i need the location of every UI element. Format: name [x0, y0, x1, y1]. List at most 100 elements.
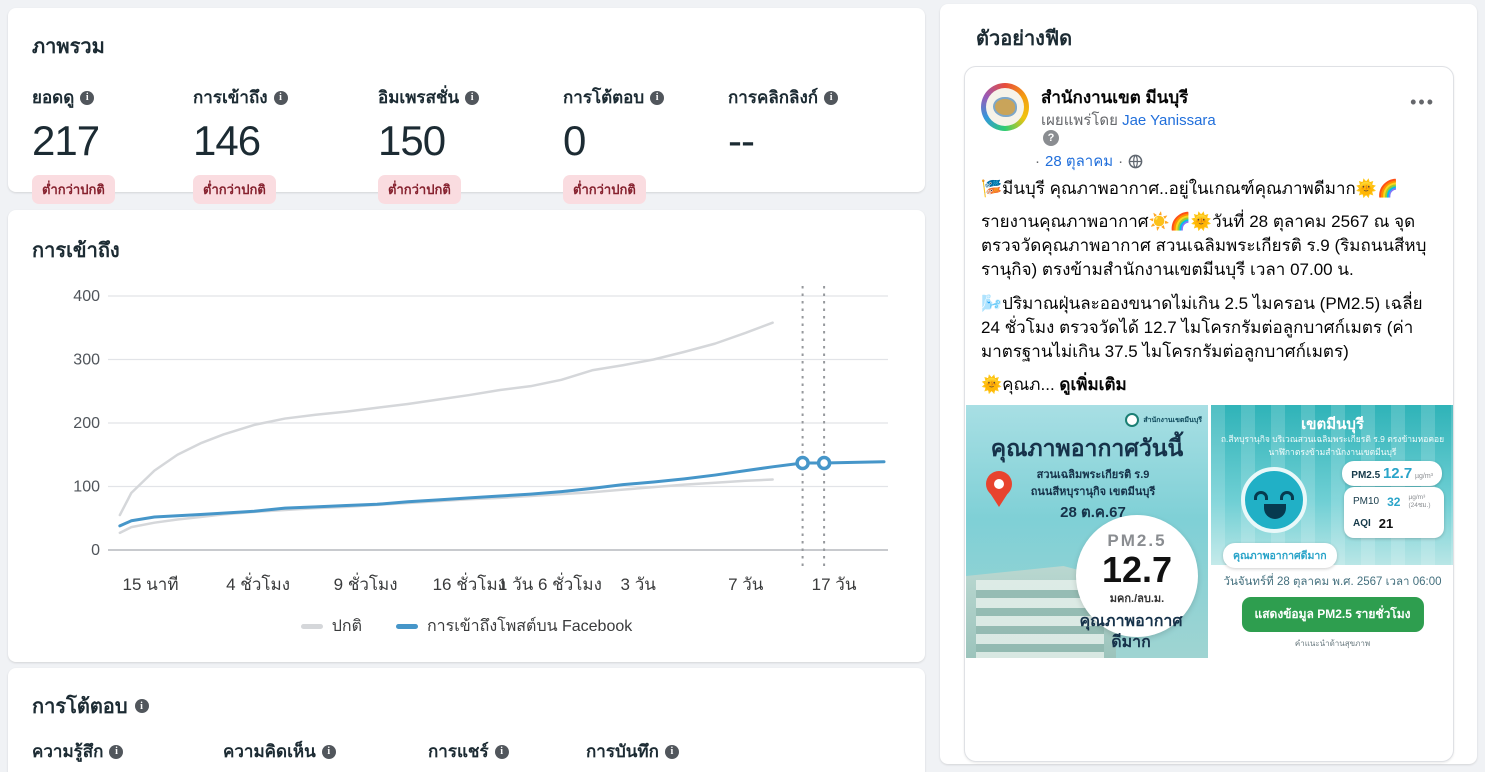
aq-quality-text: คุณภาพอากาศ ดีมาก	[1066, 612, 1196, 654]
aqi-pm10-unit: µg/m³	[1408, 494, 1426, 501]
aqi-location-subtitle: ถ.สีหบุรานุกิจ บริเวณสวนเฉลิมพระเกียรติ …	[1220, 434, 1445, 457]
post-text-line3: 🌬️ปริมาณฝุ่นละอองขนาดไม่เกิน 2.5 ไมครอน …	[981, 293, 1423, 361]
metric-interactions: การโต้ตอบ 0 ต่ำกว่าปกติ	[563, 84, 728, 204]
interactions-title: การโต้ตอบ	[32, 696, 128, 718]
overview-title: ภาพรวม	[32, 36, 105, 58]
svg-text:100: 100	[73, 479, 100, 496]
aq-location: สวนเฉลิมพระเกียรติ ร.9 ถนนสีหบุรานุกิจ เ…	[1018, 467, 1168, 525]
avatar-emblem	[993, 97, 1017, 117]
question-badge-icon[interactable]	[1043, 130, 1059, 146]
happy-face-icon	[1241, 467, 1307, 533]
aqi-pm25-value: 12.7	[1382, 465, 1413, 482]
info-icon[interactable]	[824, 90, 839, 105]
metric-reactions-label: ความรู้สึก	[32, 742, 104, 761]
metric-views-value: 217	[32, 117, 100, 164]
info-icon[interactable]	[134, 699, 149, 713]
aqi-detail-card: PM10 32 µg/m³ (24ชม.) AQI 21	[1344, 487, 1444, 538]
aq-location-line2: ถนนสีหบุรานุกิจ เขตมีนบุรี	[1030, 485, 1156, 498]
post-image-aqi-report[interactable]: เขตมีนบุรี ถ.สีหบุรานุกิจ บริเวณสวนเฉลิม…	[1211, 405, 1453, 658]
reach-legend: ปกติ การเข้าถึงโพสต์บน Facebook	[8, 614, 925, 639]
svg-text:300: 300	[73, 352, 100, 369]
metric-shares: การแชร์ 0	[428, 738, 586, 772]
pm25-value: 12.7	[1101, 549, 1173, 590]
info-icon[interactable]	[80, 90, 95, 105]
legend-fb-reach: การเข้าถึงโพสต์บน Facebook	[395, 614, 633, 639]
interactions-card: การโต้ตอบ ความรู้สึก 0 ความคิดเห็น 0 การ…	[8, 668, 925, 772]
aqi-value: 21	[1378, 515, 1394, 531]
post-page-name[interactable]: สำนักงานเขต มีนบุรี	[1041, 88, 1189, 107]
location-pin-icon	[986, 471, 1012, 507]
post-image-air-quality-today[interactable]: สำนักงานเขตมีนบุรี คุณภาพอากาศวันนี้ สวน…	[966, 405, 1208, 658]
svg-text:7 วัน: 7 วัน	[728, 575, 764, 592]
info-icon[interactable]	[273, 90, 288, 105]
info-icon[interactable]	[109, 744, 124, 759]
status-badge: ต่ำกว่าปกติ	[563, 175, 646, 204]
metric-views-label: ยอดดู	[32, 88, 75, 107]
aqi-pm10-label: PM10	[1353, 496, 1380, 508]
post-text-truncated: 🌞คุณภ...	[981, 374, 1055, 394]
reach-card: การเข้าถึง 0 100 200 300 400 15 นาที 4 ชั่วโมง…	[8, 210, 925, 662]
overview-card: ภาพรวม ยอดดู 217 ต่ำกว่าปกติ การเข้าถึง …	[8, 8, 925, 204]
aq-quality-line1: คุณภาพอากาศ	[1079, 613, 1183, 631]
feed-title: ตัวอย่างฟีด	[976, 28, 1073, 50]
metric-shares-label: การแชร์	[428, 742, 489, 761]
metric-impressions-label: อิมเพรสชั่น	[378, 88, 460, 107]
svg-text:400: 400	[73, 288, 100, 305]
status-badge: ต่ำกว่าปกติ	[193, 175, 276, 204]
aq-org-name: สำนักงานเขตมีนบุรี	[1143, 416, 1202, 424]
svg-text:17 วัน: 17 วัน	[812, 575, 857, 592]
post-dateline: · 28 ตุลาคม ·	[1035, 149, 1143, 173]
info-icon[interactable]	[321, 744, 336, 759]
metric-reactions: ความรู้สึก 0	[32, 738, 223, 772]
legend-fb-reach-label: การเข้าถึงโพสต์บน Facebook	[426, 618, 633, 635]
aqi-quality-pill: คุณภาพอากาศดีมาก	[1223, 543, 1337, 568]
avatar[interactable]	[981, 83, 1029, 131]
post-text-line1: 🎏มีนบุรี คุณภาพอากาศ..อยู่ในเกณฑ์คุณภาพด…	[981, 179, 1399, 198]
publisher-link[interactable]: Jae Yanissara	[1122, 112, 1216, 129]
published-by-prefix: เผยแพร่โดย	[1041, 112, 1118, 129]
aq-location-line1: สวนเฉลิมพระเกียรติ ร.9	[1036, 469, 1150, 481]
aq-org-header: สำนักงานเขตมีนบุรี	[1125, 413, 1202, 427]
interactions-metrics-row: ความรู้สึก 0 ความคิดเห็น 0 การแชร์ 0 การ…	[32, 738, 901, 772]
metric-reach-label: การเข้าถึง	[193, 88, 268, 107]
post-text-line2: รายงานคุณภาพอากาศ☀️🌈🌞วันที่ 28 ตุลาคม 25…	[981, 212, 1427, 280]
aqi-pm25-unit: µg/m³	[1414, 473, 1433, 480]
aqi-hourly-button[interactable]: แสดงข้อมูล PM2.5 รายชั่วโมง	[1241, 597, 1424, 632]
aqi-pm10-value: 32	[1387, 494, 1401, 509]
aq-date: 28 ต.ค.67	[1060, 504, 1126, 521]
info-icon[interactable]	[650, 90, 665, 105]
svg-text:15 นาที: 15 นาที	[123, 575, 179, 592]
reach-chart: 0 100 200 300 400 15 นาที 4 ชั่วโมง 9 ชั่วโมง 16…	[73, 286, 888, 592]
post-date-link[interactable]: 28 ตุลาคม	[1045, 153, 1114, 170]
metric-saves: การบันทึก 0	[586, 738, 679, 772]
metric-reach: การเข้าถึง 146 ต่ำกว่าปกติ	[193, 84, 378, 204]
post-menu-button[interactable]	[1410, 97, 1435, 107]
aqi-label: AQI	[1353, 517, 1371, 529]
svg-text:1 วัน 6 ชั่วโมง: 1 วัน 6 ชั่วโมง	[498, 572, 602, 592]
info-icon[interactable]	[465, 90, 480, 105]
info-icon[interactable]	[494, 744, 509, 759]
date-separator: ·	[1118, 152, 1124, 170]
legend-normal-swatch	[300, 624, 323, 629]
metric-comments: ความคิดเห็น 0	[223, 738, 428, 772]
see-more-link[interactable]: ดูเพิ่มเติม	[1059, 374, 1127, 394]
overview-metrics-row: ยอดดู 217 ต่ำกว่าปกติ การเข้าถึง 146 ต่ำ…	[32, 84, 901, 204]
globe-icon	[1128, 154, 1143, 168]
aq-quality-line2: ดีมาก	[1111, 634, 1151, 652]
svg-text:4 ชั่วโมง: 4 ชั่วโมง	[226, 572, 290, 592]
legend-fb-reach-swatch	[395, 624, 418, 629]
legend-normal-label: ปกติ	[331, 618, 362, 635]
feed-preview-panel: ตัวอย่างฟีด สำนักงานเขต มีนบุรี เผยแพร่โ…	[940, 4, 1477, 764]
avatar-ring	[986, 88, 1024, 126]
metric-reach-value: 146	[193, 117, 261, 164]
metric-saves-label: การบันทึก	[586, 742, 659, 761]
metric-impressions-value: 150	[378, 117, 446, 164]
pm25-unit: มคก./ลบ.ม.	[1109, 592, 1165, 605]
post-body: 🎏มีนบุรี คุณภาพอากาศ..อยู่ในเกณฑ์คุณภาพด…	[981, 177, 1441, 406]
legend-normal: ปกติ	[300, 614, 362, 639]
aqi-district-title: เขตมีนบุรี	[1301, 416, 1364, 433]
aqi-pm10-period: (24ชม.)	[1408, 501, 1431, 509]
metric-link-clicks-value: --	[728, 117, 755, 164]
info-icon[interactable]	[664, 744, 679, 759]
post-text-line4: 🌞คุณภ... ดูเพิ่มเติม	[981, 373, 1441, 397]
